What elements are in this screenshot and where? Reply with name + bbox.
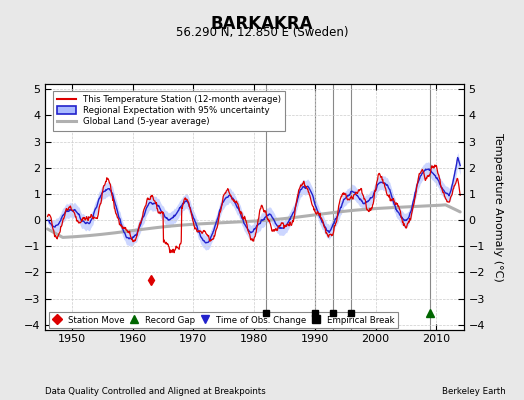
- Y-axis label: Temperature Anomaly (°C): Temperature Anomaly (°C): [494, 133, 504, 281]
- Text: 56.290 N, 12.850 E (Sweden): 56.290 N, 12.850 E (Sweden): [176, 26, 348, 39]
- Legend: Station Move, Record Gap, Time of Obs. Change, Empirical Break: Station Move, Record Gap, Time of Obs. C…: [49, 312, 398, 328]
- Text: BARKAKRA: BARKAKRA: [211, 15, 313, 33]
- Text: Berkeley Earth: Berkeley Earth: [442, 387, 506, 396]
- Text: Data Quality Controlled and Aligned at Breakpoints: Data Quality Controlled and Aligned at B…: [45, 387, 265, 396]
